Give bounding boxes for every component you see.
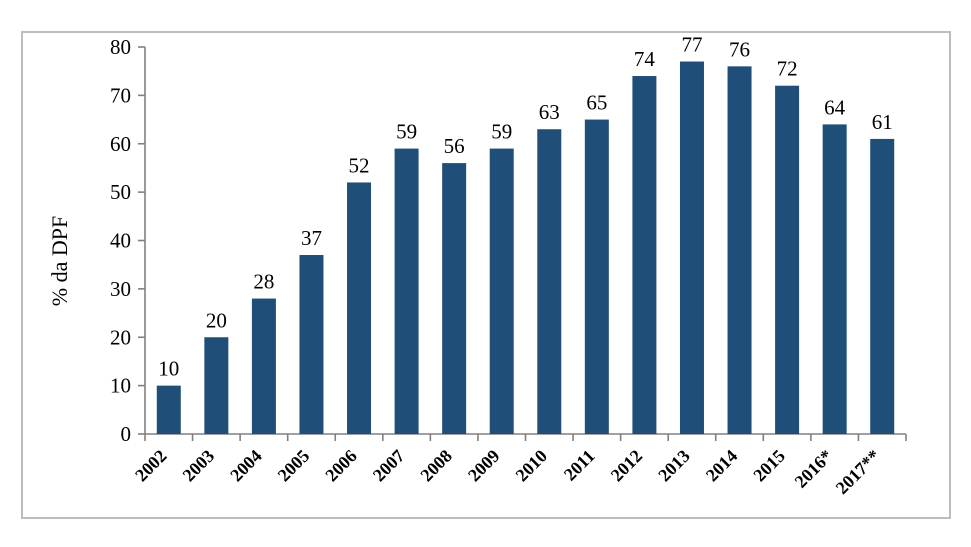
bar-chart-svg: 0 10 20 30 40 50 60 70 80 10 2002 20 2003 28 2004 37 200… bbox=[47, 33, 907, 498]
bar-value-label: 37 bbox=[301, 226, 322, 250]
bar bbox=[584, 119, 609, 434]
bar-value-label: 59 bbox=[396, 120, 417, 144]
y-tick-label: 70 bbox=[110, 83, 131, 107]
bar bbox=[537, 129, 562, 435]
bar-value-label: 59 bbox=[491, 120, 512, 144]
bar bbox=[870, 138, 895, 434]
bar bbox=[156, 385, 181, 434]
bar bbox=[727, 66, 752, 434]
x-tick-label: 2016* bbox=[791, 446, 837, 492]
y-tick-label: 80 bbox=[110, 35, 131, 59]
bar-value-label: 61 bbox=[872, 110, 893, 134]
x-tick-label: 2007 bbox=[369, 446, 409, 486]
x-tick-label: 2005 bbox=[274, 446, 314, 486]
y-axis-title: % da DPF bbox=[47, 216, 72, 306]
bar bbox=[775, 85, 800, 434]
x-tick-label: 2006 bbox=[321, 446, 361, 486]
x-tick-label: 2017** bbox=[832, 446, 884, 498]
bar bbox=[251, 298, 276, 434]
bar-value-label: 76 bbox=[729, 37, 750, 61]
bar-value-label: 56 bbox=[444, 134, 465, 158]
bar-value-label: 20 bbox=[206, 308, 227, 332]
bar-value-label: 77 bbox=[681, 33, 702, 57]
x-tick-label: 2013 bbox=[654, 446, 694, 486]
bar-value-label: 10 bbox=[158, 357, 179, 381]
x-tick-label: 2011 bbox=[560, 446, 599, 485]
x-tick-label: 2002 bbox=[131, 446, 171, 486]
bar bbox=[204, 337, 229, 434]
y-tick-label: 10 bbox=[110, 374, 131, 398]
bar-value-label: 63 bbox=[539, 100, 560, 124]
x-tick-label: 2003 bbox=[179, 446, 219, 486]
bar bbox=[679, 61, 704, 434]
x-tick-label: 2015 bbox=[749, 446, 789, 486]
bar-value-label: 52 bbox=[349, 153, 370, 177]
bar-value-label: 74 bbox=[634, 47, 656, 71]
x-tick-label: 2004 bbox=[226, 446, 266, 486]
y-tick-label: 30 bbox=[110, 277, 131, 301]
bar bbox=[394, 148, 419, 434]
bar-value-label: 72 bbox=[777, 57, 798, 81]
y-tick-label: 60 bbox=[110, 132, 131, 156]
y-tick-label: 50 bbox=[110, 180, 131, 204]
bar bbox=[632, 76, 657, 435]
bar bbox=[822, 124, 847, 435]
bar-value-label: 65 bbox=[586, 91, 607, 115]
chart-frame: 0 10 20 30 40 50 60 70 80 10 2002 20 2003 28 2004 37 200… bbox=[21, 31, 951, 519]
y-tick-label: 40 bbox=[110, 229, 131, 253]
y-tick-label: 20 bbox=[110, 325, 131, 349]
bar bbox=[347, 182, 372, 434]
bar-value-label: 64 bbox=[824, 95, 846, 119]
bar bbox=[489, 148, 514, 434]
x-tick-label: 2008 bbox=[416, 446, 456, 486]
x-tick-label: 2009 bbox=[464, 446, 504, 486]
bar-value-label: 28 bbox=[253, 270, 274, 294]
y-tick-label: 0 bbox=[121, 422, 132, 446]
x-tick-label: 2010 bbox=[512, 446, 552, 486]
x-tick-label: 2014 bbox=[702, 446, 742, 486]
bar bbox=[442, 163, 467, 434]
x-tick-label: 2012 bbox=[607, 446, 647, 486]
bar bbox=[299, 255, 324, 434]
